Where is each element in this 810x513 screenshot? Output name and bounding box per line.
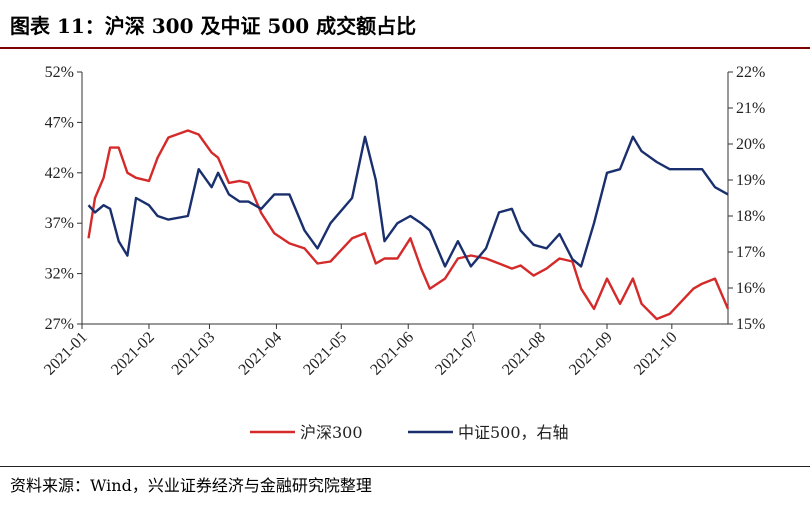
x-axis-tick-label: 2021-01 <box>41 329 91 379</box>
x-axis-tick-label: 2021-10 <box>631 329 681 379</box>
right-axis-tick-label: 19% <box>736 172 765 189</box>
line-chart: 27% 32% 37% 42% 47% 52% 15% 16% 17% 18% 19% 20% 21% 2… <box>41 64 765 442</box>
right-axis-tick-label: 18% <box>736 208 765 225</box>
source-note: 资料来源：Wind，兴业证券经济与金融研究院整理 <box>10 476 372 495</box>
legend-label-hs300: 沪深300 <box>300 423 363 442</box>
zz500-series-line <box>87 135 729 268</box>
right-axis-tick-label: 17% <box>736 244 765 261</box>
x-axis-tick-label: 2021-08 <box>499 329 549 379</box>
footer-rule <box>0 466 810 467</box>
right-axis-tick-label: 15% <box>736 316 765 333</box>
right-axis-tick-label: 21% <box>736 100 765 117</box>
x-axis-tick-label: 2021-03 <box>169 329 219 379</box>
x-axis-tick-label: 2021-04 <box>236 329 286 379</box>
x-axis-tick-label: 2021-09 <box>566 329 616 379</box>
left-axis-tick-label: 27% <box>45 316 74 333</box>
title-bar: 图表 11：沪深 300 及中证 500 成交额占比 <box>0 0 810 50</box>
x-axis-tick-label: 2021-06 <box>367 329 417 379</box>
legend-label-zz500: 中证500，右轴 <box>458 423 569 442</box>
left-axis-tick-label: 47% <box>45 114 74 131</box>
right-axis-tick-label: 16% <box>736 280 765 297</box>
left-axis-tick-label: 42% <box>45 165 74 182</box>
right-axis-tick-label: 20% <box>736 136 765 153</box>
x-axis-tick-label: 2021-07 <box>432 329 482 379</box>
hs300-series-line <box>87 129 730 321</box>
left-axis-tick-label: 52% <box>45 64 74 81</box>
x-axis-tick-label: 2021-05 <box>300 329 350 379</box>
left-axis-tick-label: 37% <box>45 215 74 232</box>
left-axis-tick-label: 32% <box>45 266 74 283</box>
title-rule <box>0 47 810 49</box>
figure-title: 图表 11：沪深 300 及中证 500 成交额占比 <box>10 14 417 38</box>
x-axis-tick-label: 2021-02 <box>108 329 158 379</box>
right-axis-tick-label: 22% <box>736 64 765 81</box>
